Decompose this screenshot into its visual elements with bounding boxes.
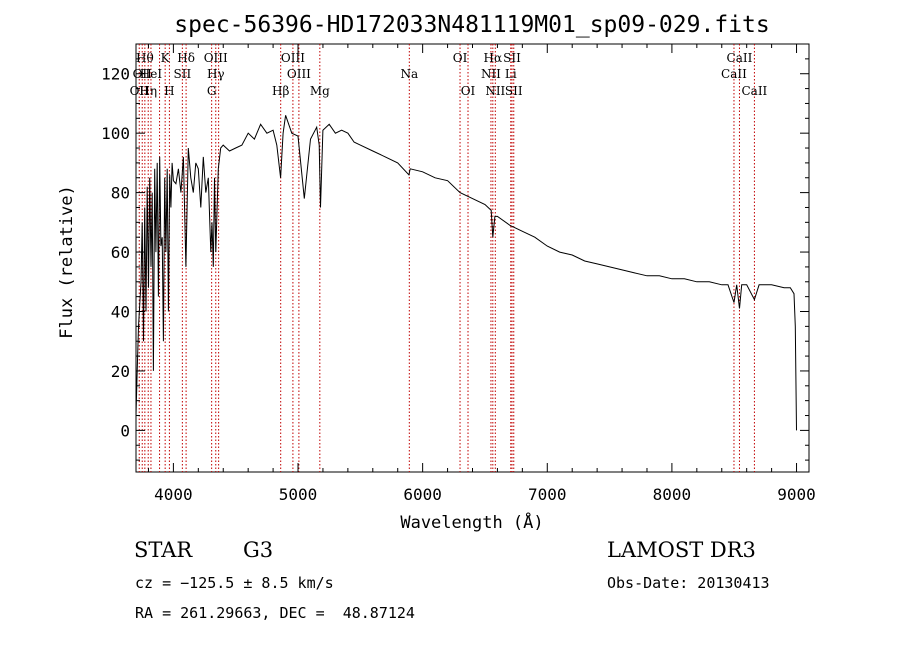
line-label: Hβ [272, 84, 289, 98]
line-label: CaII [721, 67, 747, 81]
y-tick-label: 0 [120, 421, 130, 440]
line-label: Li [505, 67, 517, 81]
spectral-line-labels: OIIOIIHθHηHeIKHSIIHδGOIIIHγHβOIIIOIIIMgN… [130, 51, 768, 98]
y-tick-label: 80 [111, 184, 130, 203]
x-tick-label: 9000 [777, 485, 816, 504]
x-tick-label: 6000 [403, 485, 442, 504]
x-tick-label: 5000 [279, 485, 318, 504]
line-label: Hδ [177, 51, 195, 65]
object-class: STAR [134, 538, 193, 562]
spectral-subclass: G3 [243, 538, 274, 562]
line-label: Hα [484, 51, 503, 65]
line-label: NII [481, 67, 501, 81]
chart-title: spec-56396-HD172033N481119M01_sp09-029.f… [174, 12, 769, 38]
x-axis-ticks: 4000 5000 6000 7000 8000 9000 [147, 44, 816, 504]
flux-series-line [135, 115, 797, 431]
survey-name: LAMOST DR3 [607, 538, 756, 562]
line-label: G [207, 84, 217, 98]
plot-frame [135, 43, 810, 473]
line-label: Hθ [136, 51, 154, 65]
redshift-velocity: cz = −125.5 ± 8.5 km/s [135, 574, 334, 592]
coordinates: RA = 261.29663, DEC = 48.87124 [135, 604, 415, 622]
line-label: NII [485, 84, 505, 98]
line-label: SII [174, 67, 192, 81]
line-label: Hη [139, 84, 157, 98]
line-label: Na [400, 67, 418, 81]
y-tick-label: 120 [101, 65, 130, 84]
x-axis-label: Wavelength (Å) [400, 511, 543, 533]
y-tick-label: 40 [111, 303, 130, 322]
line-label: OI [453, 51, 468, 65]
y-axis-label: Flux (relative) [57, 185, 77, 339]
line-label: OIII [204, 51, 228, 65]
y-tick-label: 60 [111, 243, 130, 262]
line-label: OII [130, 84, 150, 98]
line-label: Mg [310, 84, 330, 98]
x-tick-label: 8000 [653, 485, 692, 504]
spectral-line-markers [138, 44, 755, 472]
line-label: K [161, 51, 171, 65]
line-label: SII [505, 84, 523, 98]
y-tick-label: 100 [101, 124, 130, 143]
line-label: CaII [741, 84, 767, 98]
line-label: OI [461, 84, 476, 98]
line-label: Hγ [207, 67, 225, 81]
y-tick-label: 20 [111, 362, 130, 381]
line-label: H [164, 84, 174, 98]
observation-date: Obs-Date: 20130413 [607, 574, 770, 592]
line-label: OIII [287, 67, 311, 81]
line-label: SII [503, 51, 521, 65]
line-label: HeI [140, 67, 163, 81]
x-tick-label: 4000 [154, 485, 193, 504]
y-axis-ticks: 0 20 40 60 80 100 120 [101, 58, 809, 461]
line-label: OIII [281, 51, 305, 65]
line-label: CaII [727, 51, 753, 65]
x-tick-label: 7000 [528, 485, 567, 504]
